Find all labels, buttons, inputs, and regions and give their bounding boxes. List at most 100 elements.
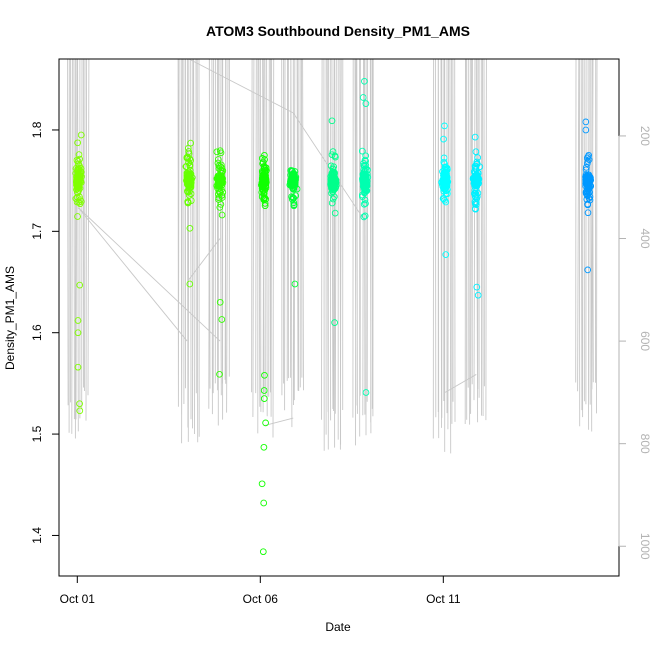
data-point	[262, 419, 269, 427]
data-point	[361, 212, 369, 220]
data-point	[361, 189, 368, 197]
data-point	[362, 186, 370, 193]
data-point	[473, 283, 481, 291]
data-point	[440, 135, 447, 143]
data-point	[328, 151, 336, 159]
data-point	[290, 202, 298, 210]
data-point	[332, 153, 339, 161]
data-point	[584, 201, 592, 209]
data-point	[360, 159, 367, 167]
data-point	[362, 176, 369, 183]
altitude-profile-line	[575, 58, 598, 432]
data-point	[186, 280, 194, 288]
data-point	[471, 190, 479, 197]
data-point	[186, 224, 194, 232]
data-point	[73, 156, 81, 164]
data-point	[260, 387, 268, 394]
data-point	[329, 180, 337, 188]
data-point	[362, 171, 370, 179]
data-point	[331, 170, 338, 178]
data-point	[362, 152, 370, 160]
data-point	[442, 168, 449, 176]
data-point	[77, 131, 85, 139]
data-point	[74, 139, 82, 147]
data-point	[472, 191, 480, 199]
data-point	[363, 182, 371, 190]
data-point	[441, 160, 448, 168]
y2-tick-label: 200	[638, 126, 650, 146]
y2-axis: 200 400 600 800 1000	[618, 126, 650, 560]
altitude-profile-line	[67, 58, 90, 439]
y-tick-label: 1.6	[30, 324, 44, 341]
data-point	[75, 187, 82, 194]
data-point	[182, 163, 190, 170]
data-point	[214, 156, 222, 163]
data-point	[361, 181, 369, 189]
data-point	[361, 167, 369, 175]
data-point	[258, 480, 266, 488]
altitude-profile-line	[281, 58, 304, 428]
data-point	[217, 201, 225, 208]
data-point	[362, 200, 369, 207]
data-point	[441, 122, 448, 130]
y2-tick-label: 600	[638, 331, 650, 351]
data-point	[218, 211, 226, 219]
data-point	[328, 189, 335, 197]
data-point	[76, 281, 84, 289]
chart-title: ATOM3 Southbound Density_PM1_AMS	[206, 23, 470, 39]
data-point	[473, 158, 481, 166]
data-point	[329, 183, 337, 191]
y-tick-label: 1.5	[30, 425, 44, 442]
data-point	[582, 166, 590, 174]
data-point	[185, 192, 193, 199]
transit-line	[188, 238, 221, 280]
data-point	[328, 117, 336, 125]
data-point	[288, 193, 295, 201]
data-point	[440, 185, 447, 192]
data-point	[585, 156, 593, 163]
data-point	[183, 179, 191, 186]
data-point	[291, 280, 299, 288]
data-point	[471, 173, 479, 181]
data-point	[585, 181, 593, 189]
data-point	[362, 157, 369, 165]
x-axis: Oct 01 Oct 06 Oct 11	[60, 575, 461, 606]
data-point	[216, 173, 223, 181]
data-point	[474, 154, 482, 161]
data-points	[72, 77, 595, 556]
data-point	[362, 389, 370, 396]
data-point	[440, 187, 448, 195]
data-point	[583, 187, 590, 195]
altitude-profile-line	[432, 58, 456, 454]
data-point	[74, 317, 82, 324]
data-point	[471, 133, 479, 141]
transit-line	[188, 58, 294, 114]
data-point	[473, 193, 481, 201]
data-point	[586, 188, 593, 196]
data-point	[218, 170, 226, 177]
data-point	[287, 167, 295, 174]
data-point	[362, 100, 370, 107]
data-point	[582, 126, 590, 134]
data-point	[74, 329, 82, 337]
data-point	[584, 209, 592, 217]
altitude-profile-line	[208, 58, 230, 426]
data-point	[290, 194, 298, 202]
data-point	[259, 158, 267, 166]
data-point	[260, 196, 268, 204]
transit-line	[78, 207, 188, 342]
altitude-profile-lines	[67, 58, 598, 454]
data-point	[582, 164, 590, 171]
transit-line	[292, 112, 365, 221]
data-point	[328, 199, 336, 207]
data-point	[441, 196, 449, 204]
data-point	[260, 443, 268, 451]
y2-tick-label: 1000	[638, 533, 650, 560]
data-point	[471, 205, 479, 212]
data-point	[586, 193, 594, 201]
data-point	[184, 144, 192, 152]
data-point	[290, 175, 298, 183]
data-point	[218, 194, 226, 201]
data-point	[216, 298, 224, 306]
